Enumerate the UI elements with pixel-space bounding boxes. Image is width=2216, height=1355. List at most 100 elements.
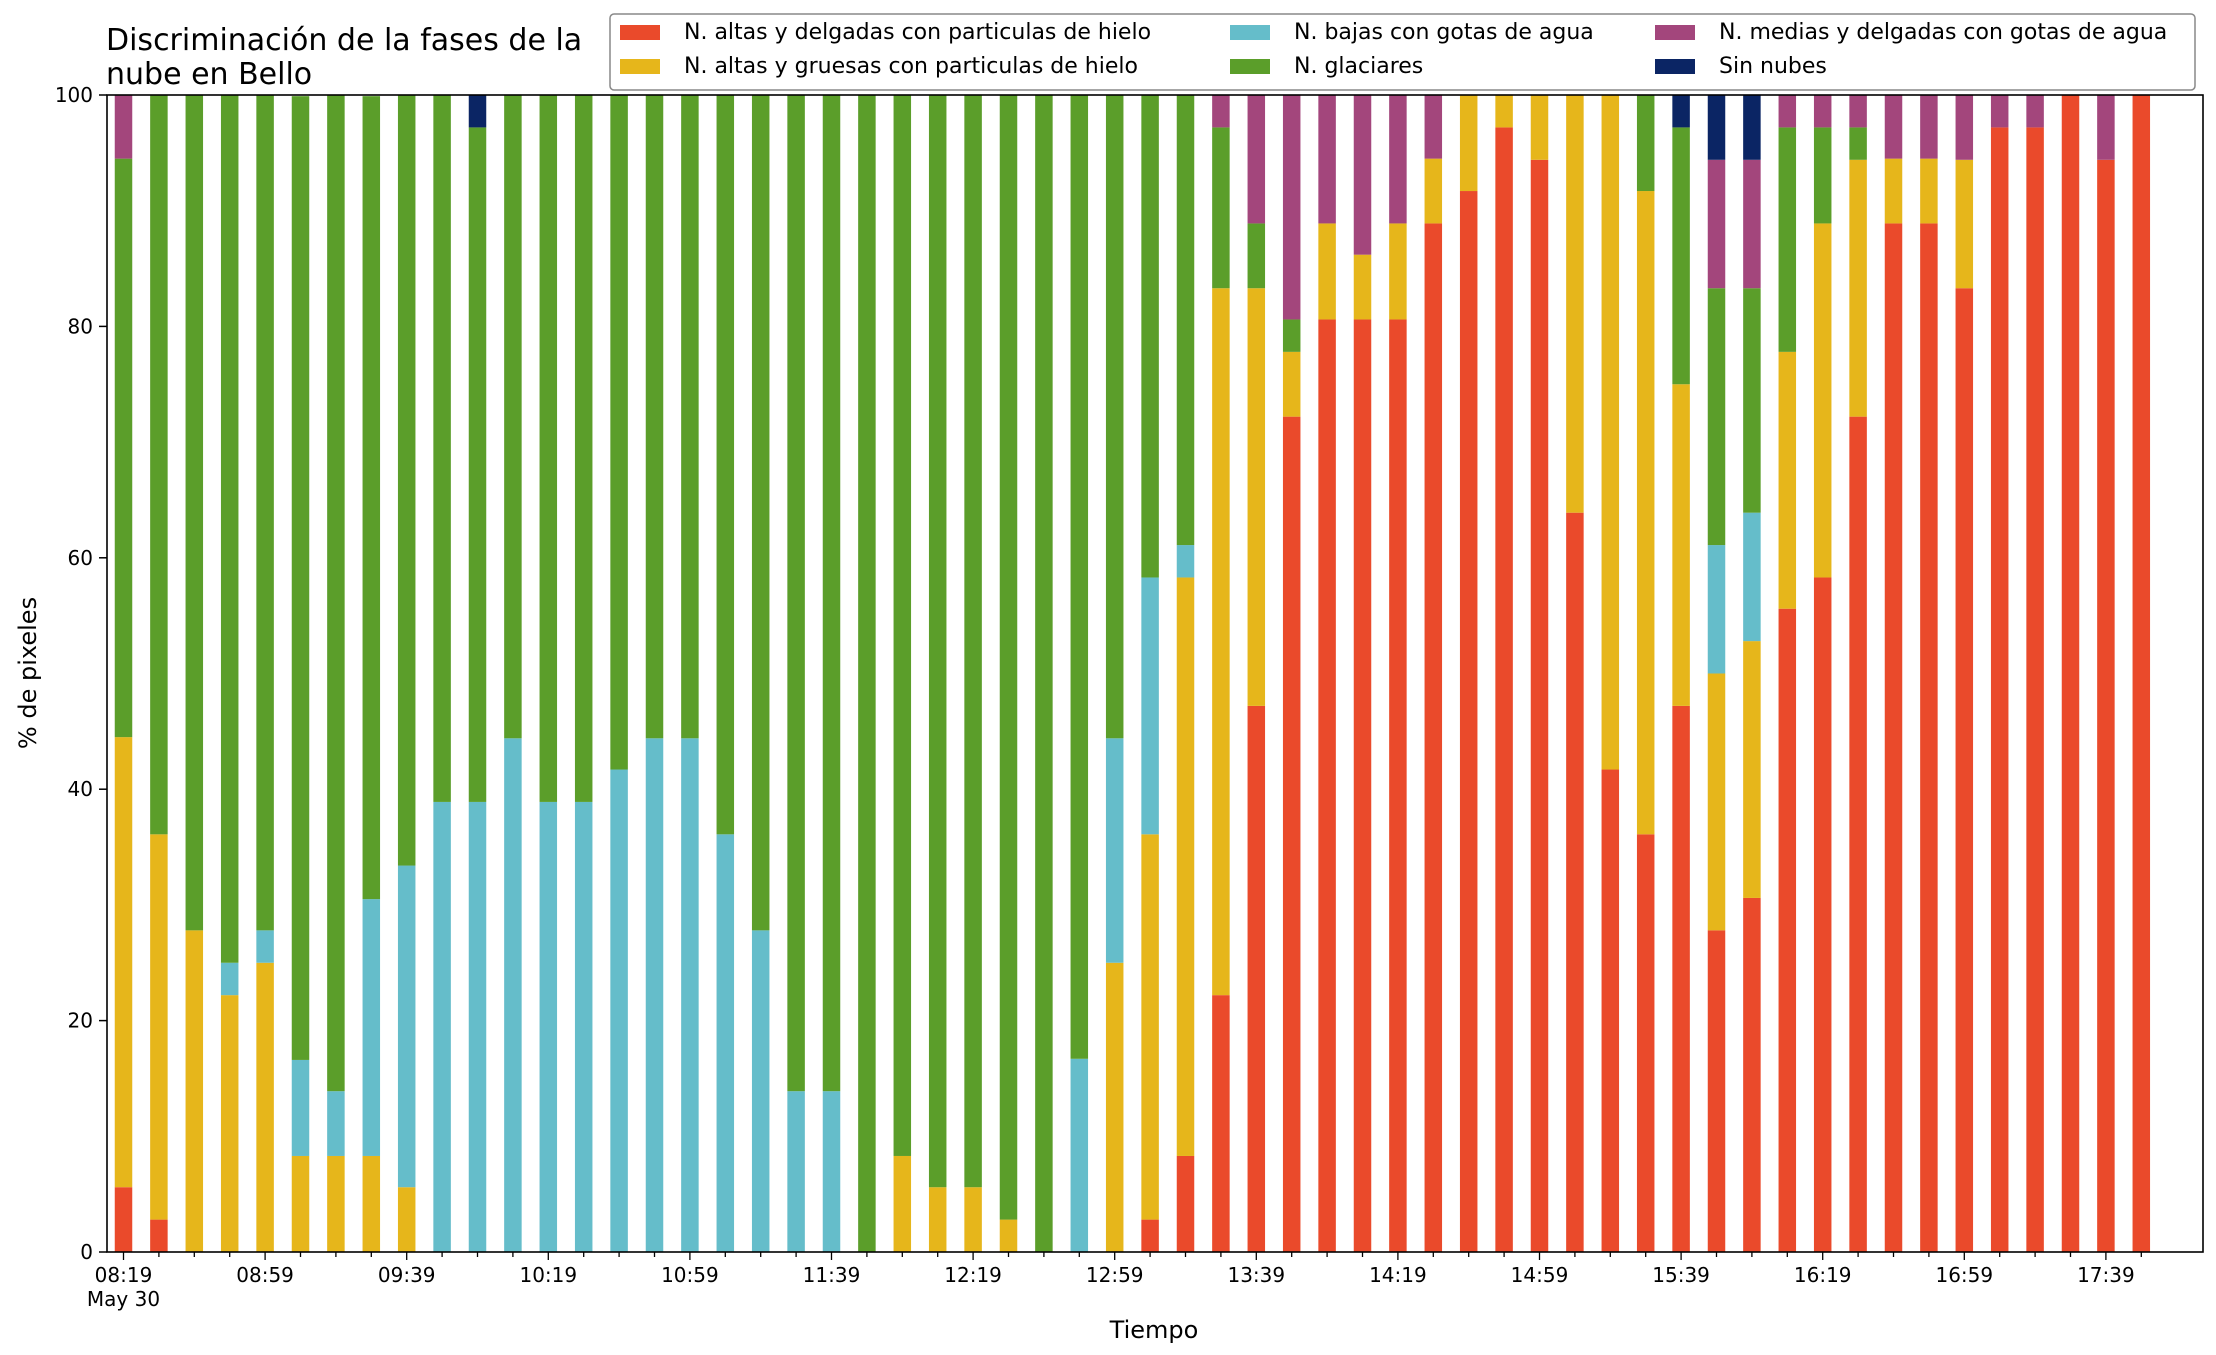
bar-segment-4-series-2 bbox=[256, 930, 274, 963]
x-axis-title: Tiempo bbox=[1109, 1316, 1199, 1344]
bar-segment-56-series-4 bbox=[2097, 95, 2115, 160]
bar-segment-44-series-3 bbox=[1672, 127, 1690, 385]
y-tick-label-4: 80 bbox=[68, 314, 93, 338]
bar-segment-1-series-1 bbox=[150, 834, 168, 1220]
bar-segment-33-series-0 bbox=[1282, 416, 1301, 1252]
bar-segment-20-series-2 bbox=[822, 1091, 841, 1252]
bar-segment-31-series-0 bbox=[1212, 995, 1230, 1252]
x-tick-label-10: 14:59 bbox=[1511, 1263, 1569, 1287]
bar-segment-46-series-3 bbox=[1743, 288, 1761, 513]
bar-segment-14-series-3 bbox=[610, 95, 628, 770]
bar-segment-7-series-2 bbox=[362, 899, 381, 1156]
legend-swatch-5 bbox=[1655, 59, 1695, 74]
bar-segment-29-series-1 bbox=[1141, 834, 1159, 1220]
bar-segment-4-series-3 bbox=[256, 95, 274, 931]
plot-frame bbox=[106, 94, 2204, 1253]
bar-segment-36-series-1 bbox=[1389, 223, 1407, 320]
bar-segment-45-series-1 bbox=[1707, 673, 1726, 931]
x-tick-label-11: 15:39 bbox=[1652, 1263, 1710, 1287]
bar-segment-43-series-3 bbox=[1636, 95, 1655, 192]
bar-segment-3-series-2 bbox=[220, 962, 239, 996]
bar-segment-48-series-0 bbox=[1813, 577, 1832, 1252]
bar-segment-10-series-2 bbox=[468, 801, 487, 1252]
bar-segment-28-series-1 bbox=[1105, 962, 1124, 1252]
y-tick-label-1: 20 bbox=[68, 1009, 93, 1033]
legend-label-5: Sin nubes bbox=[1719, 54, 1827, 79]
bar-segment-0-series-3 bbox=[114, 158, 133, 738]
bar-segment-33-series-1 bbox=[1282, 351, 1301, 417]
bar-segment-21-series-3 bbox=[858, 95, 876, 1252]
bar-segment-7-series-3 bbox=[362, 96, 381, 900]
bar-segment-16-series-3 bbox=[681, 95, 699, 739]
y-tick-label-3: 60 bbox=[68, 546, 93, 570]
bar-segment-46-series-0 bbox=[1743, 897, 1761, 1252]
bar-segment-43-series-0 bbox=[1636, 834, 1655, 1252]
bar-segment-50-series-0 bbox=[1884, 223, 1903, 1253]
bar-segment-43-series-1 bbox=[1636, 191, 1655, 835]
bars-layer bbox=[114, 95, 2151, 1253]
chart-title-line-1: Discriminación de la fases de la bbox=[106, 23, 582, 58]
bar-segment-53-series-4 bbox=[1990, 95, 2009, 128]
bar-segment-27-series-3 bbox=[1070, 95, 1089, 1059]
bar-segment-0-series-0 bbox=[114, 1187, 133, 1252]
bar-segment-2-series-1 bbox=[185, 930, 204, 1252]
y-tick-label-2: 40 bbox=[68, 777, 93, 801]
bar-segment-46-series-4 bbox=[1743, 159, 1761, 289]
x-tick-label-2: 09:39 bbox=[378, 1263, 436, 1287]
bar-segment-55-series-0 bbox=[2061, 95, 2080, 1252]
bar-segment-34-series-4 bbox=[1318, 95, 1336, 224]
bar-segment-6-series-2 bbox=[327, 1091, 345, 1156]
bar-segment-57-series-0 bbox=[2132, 95, 2151, 1252]
bar-segment-47-series-0 bbox=[1778, 608, 1797, 1252]
bar-segment-45-series-3 bbox=[1707, 288, 1726, 546]
bar-segment-4-series-1 bbox=[256, 962, 274, 1252]
bar-segment-29-series-0 bbox=[1141, 1219, 1159, 1252]
y-tick-label-5: 100 bbox=[55, 83, 93, 107]
x-date-label: May 30 bbox=[87, 1287, 160, 1311]
bar-segment-5-series-1 bbox=[291, 1155, 310, 1252]
bar-segment-22-series-3 bbox=[893, 95, 912, 1156]
bar-segment-16-series-2 bbox=[681, 738, 699, 1252]
bar-segment-28-series-2 bbox=[1105, 738, 1124, 963]
bar-segment-50-series-1 bbox=[1884, 158, 1903, 224]
bar-segment-12-series-3 bbox=[539, 95, 558, 802]
bar-segment-9-series-3 bbox=[433, 95, 451, 802]
x-tick-label-0: 08:19 bbox=[95, 1263, 153, 1287]
bar-segment-7-series-1 bbox=[362, 1155, 381, 1252]
x-tick-label-8: 13:39 bbox=[1227, 1263, 1285, 1287]
bar-segment-38-series-0 bbox=[1459, 191, 1478, 1252]
bar-segment-29-series-3 bbox=[1141, 95, 1159, 578]
bar-segment-56-series-0 bbox=[2097, 159, 2115, 1252]
bar-segment-3-series-1 bbox=[220, 995, 239, 1252]
y-axis-title: % de pixeles bbox=[14, 597, 42, 749]
bar-segment-32-series-0 bbox=[1247, 705, 1266, 1252]
bar-segment-47-series-3 bbox=[1778, 127, 1797, 352]
bar-segment-52-series-4 bbox=[1955, 95, 1974, 160]
bar-segment-15-series-3 bbox=[645, 95, 664, 739]
bar-segment-50-series-4 bbox=[1884, 95, 1903, 159]
legend-swatch-4 bbox=[1655, 25, 1695, 40]
bar-segment-33-series-4 bbox=[1282, 95, 1301, 320]
bar-segment-47-series-1 bbox=[1778, 351, 1797, 609]
bar-segment-28-series-3 bbox=[1105, 95, 1124, 739]
bar-segment-42-series-0 bbox=[1601, 769, 1620, 1252]
x-tick-label-4: 10:59 bbox=[661, 1263, 719, 1287]
bar-segment-25-series-3 bbox=[999, 95, 1018, 1220]
bar-segment-0-series-1 bbox=[114, 737, 133, 1188]
bar-segment-48-series-3 bbox=[1813, 127, 1832, 224]
bar-segment-45-series-5 bbox=[1707, 95, 1726, 160]
bar-segment-45-series-0 bbox=[1707, 930, 1726, 1252]
x-tick-label-12: 16:19 bbox=[1794, 1263, 1852, 1287]
bar-segment-37-series-1 bbox=[1424, 158, 1443, 224]
bar-segment-46-series-5 bbox=[1743, 95, 1761, 160]
bar-segment-39-series-0 bbox=[1495, 127, 1513, 1252]
bar-segment-39-series-1 bbox=[1495, 95, 1513, 128]
bar-segment-29-series-2 bbox=[1141, 577, 1159, 835]
bar-segment-46-series-1 bbox=[1743, 641, 1761, 898]
x-tick-label-13: 16:59 bbox=[1935, 1263, 1993, 1287]
legend-swatch-0 bbox=[620, 25, 660, 40]
bar-segment-1-series-3 bbox=[150, 95, 168, 835]
bar-segment-54-series-0 bbox=[2026, 127, 2044, 1252]
bar-segment-1-series-0 bbox=[150, 1219, 168, 1252]
bar-segment-53-series-0 bbox=[1990, 127, 2009, 1252]
